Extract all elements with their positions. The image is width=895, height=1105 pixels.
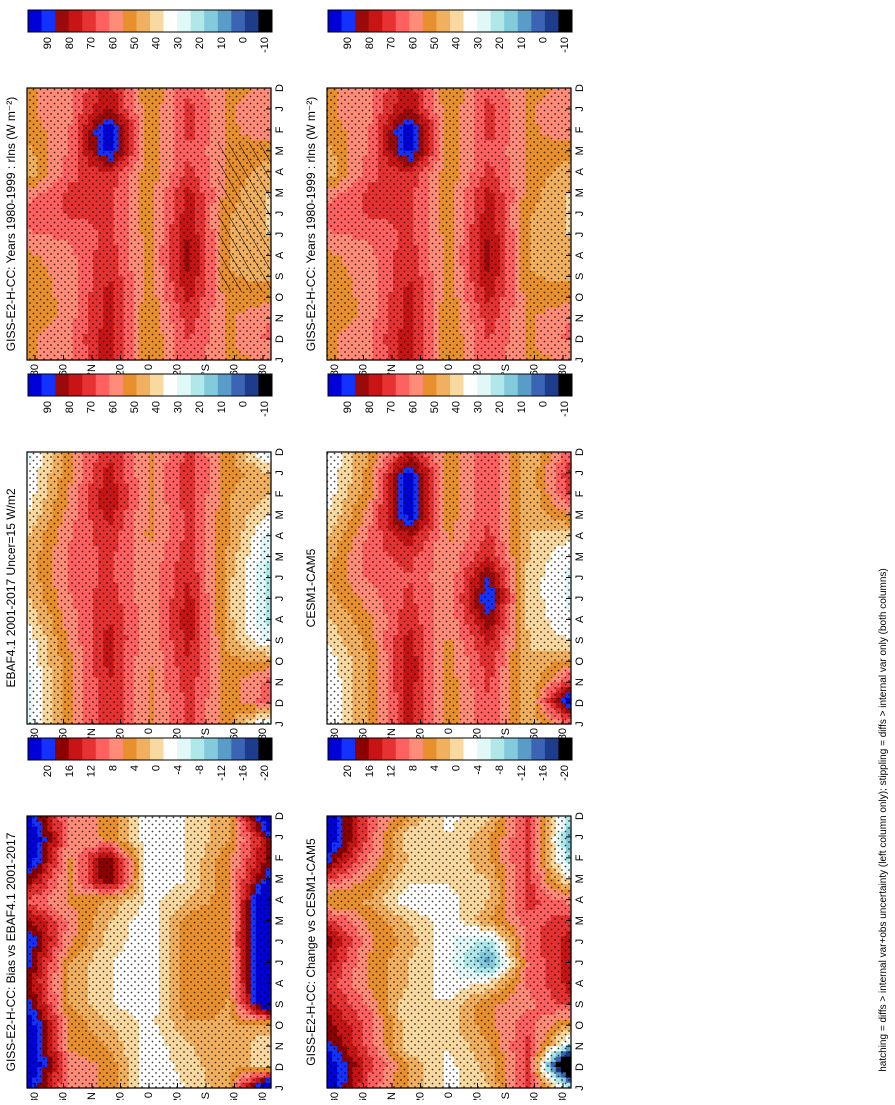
- colorbar-swatch: [464, 10, 478, 32]
- colorbar-swatch: [218, 10, 232, 32]
- colorbar-tick-label: 30: [172, 37, 184, 49]
- month-tick-label: M: [274, 146, 286, 155]
- colorbar-swatch: [96, 10, 110, 32]
- colorbar-swatch: [136, 10, 150, 32]
- colorbar-swatch: [245, 10, 259, 32]
- colorbar-swatch: [123, 10, 137, 32]
- colorbar-swatch: [231, 10, 245, 32]
- month-tick-label: J: [274, 106, 286, 112]
- colorbar-swatch: [355, 10, 369, 32]
- colorbar-tick-label: 50: [429, 37, 441, 49]
- colorbar-swatch: [382, 10, 396, 32]
- colorbar-swatch: [531, 10, 545, 32]
- month-tick-label: F: [274, 126, 286, 133]
- colorbar-tick-label: 60: [407, 37, 419, 49]
- colorbar-tick-label: 70: [86, 37, 98, 49]
- colorbar-tick-label: 70: [386, 37, 398, 49]
- colorbar-swatch: [450, 10, 464, 32]
- colorbar-swatch: [423, 10, 437, 32]
- colorbar-tick-label: 20: [194, 37, 206, 49]
- colorbar-swatch: [258, 10, 272, 32]
- colorbar-tick-label: 80: [364, 37, 376, 49]
- colorbar-swatch: [518, 10, 532, 32]
- colorbar-tick-label: 60: [107, 37, 119, 49]
- colorbar-tick-label: 10: [216, 37, 228, 49]
- month-tick-label: A: [274, 167, 286, 175]
- colorbar: 90 80 70 60 50 40 30 20 10 0 -10: [28, 10, 273, 53]
- month-tick-label: D: [274, 335, 286, 343]
- colorbar-tick-label: 30: [472, 37, 484, 49]
- colorbar-swatch: [42, 10, 56, 32]
- colorbar-swatch: [545, 10, 559, 32]
- month-tick-label: O: [274, 293, 286, 302]
- colorbar-swatch: [491, 10, 505, 32]
- colorbar-swatch: [409, 10, 423, 32]
- colorbar-tick-label: 0: [537, 37, 549, 43]
- colorbar-tick-label: 50: [129, 37, 141, 49]
- colorbar-swatch: [396, 10, 410, 32]
- colorbar-tick-label: 80: [64, 37, 76, 49]
- colorbar-swatch: [109, 10, 123, 32]
- colorbar-swatch: [342, 10, 356, 32]
- colorbar-tick-label: 10: [516, 37, 528, 49]
- latitude-tick-label: 0: [143, 364, 155, 370]
- colorbar-swatch: [369, 10, 383, 32]
- hatching-overlay: [217, 142, 271, 292]
- colorbar-tick-label: 0: [237, 37, 249, 43]
- colorbar-swatch: [436, 10, 450, 32]
- colorbar-swatch: [28, 10, 42, 32]
- colorbar-tick-label: -10: [259, 37, 271, 53]
- colorbar-swatch: [55, 10, 69, 32]
- colorbar-swatch: [328, 10, 342, 32]
- colorbar: 90 80 70 60 50 40 30 20 10 0 -10: [328, 10, 573, 53]
- colorbar-swatch: [558, 10, 572, 32]
- month-tick-label: A: [274, 251, 286, 259]
- colorbar-tick-label: 90: [342, 37, 354, 49]
- colorbar-swatch: [82, 10, 96, 32]
- colorbar-swatch: [204, 10, 218, 32]
- colorbar-swatch: [191, 10, 205, 32]
- panel-title: GISS-E2-H-CC: Years 1980-1999 : rlns (W …: [4, 97, 18, 351]
- colorbar-tick-label: 40: [151, 37, 163, 49]
- colorbar-tick-label: -10: [559, 37, 571, 53]
- colorbar-tick-label: 40: [451, 37, 463, 49]
- month-tick-label: J: [274, 232, 286, 238]
- colorbar-swatch: [69, 10, 83, 32]
- panel-1: 90 80 70 60 50 40 30 20 10 0 -10 GISS-E2-H-CC: Year…: [4, 10, 286, 376]
- colorbar-tick-label: 20: [494, 37, 506, 49]
- month-tick-label: D: [274, 84, 286, 92]
- colorbar-swatch: [477, 10, 491, 32]
- colorbar-tick-label: 90: [42, 37, 54, 49]
- colorbar-swatch: [164, 10, 178, 32]
- colorbar-swatch: [177, 10, 191, 32]
- colorbar-swatch: [504, 10, 518, 32]
- colorbar-swatch: [150, 10, 164, 32]
- month-tick-label: J: [274, 357, 286, 363]
- month-tick-label: M: [274, 188, 286, 197]
- month-tick-label: S: [274, 273, 286, 280]
- panels-layer: 90 80 70 60 50 40 30 20 10 0 -10 GISS-E2-H-CC: Year…: [4, 10, 586, 1100]
- month-tick-label: J: [274, 211, 286, 217]
- month-tick-label: N: [274, 314, 286, 322]
